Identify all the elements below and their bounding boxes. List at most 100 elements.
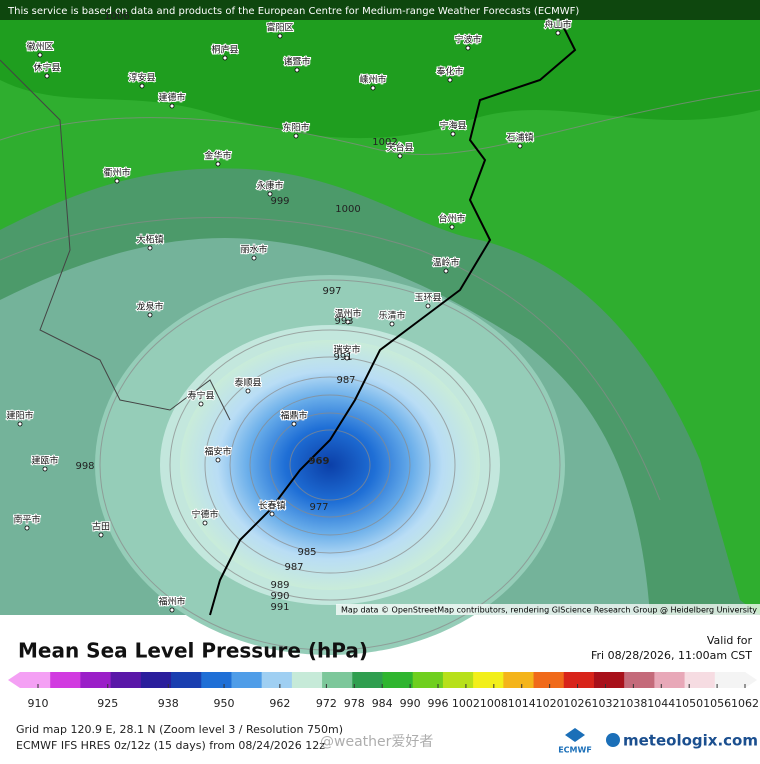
place-label: 天台县 [386, 142, 413, 154]
legend-tick-label: 1002 [452, 697, 480, 710]
isobar-label: 990 [270, 591, 289, 602]
place-label: 瑞安市 [333, 344, 360, 356]
place-dot [251, 255, 257, 261]
place-dot [114, 178, 120, 184]
color-bar-segment [533, 672, 565, 688]
place-dot [215, 161, 221, 167]
place-label: 石浦镇 [506, 132, 533, 144]
isobar-label: 987 [284, 562, 303, 573]
place-label: 温岭市 [432, 257, 459, 269]
place-label: 台州市 [438, 213, 465, 225]
watermark: @weather爱好者 [320, 734, 433, 750]
legend-tick-label: 984 [372, 697, 393, 710]
isobar-label: 999 [270, 196, 289, 207]
place-label: 衢州市 [103, 167, 130, 179]
color-bar-segment [171, 672, 202, 688]
color-bar-segment [50, 672, 81, 688]
place-label: 宁德市 [191, 509, 218, 521]
color-bar-segment [201, 672, 232, 688]
notice: This service is based on data and produc… [7, 6, 579, 17]
place-label: 丽水市 [240, 244, 267, 256]
legend-tick-label: 1008 [480, 697, 508, 710]
color-bar-arrow [745, 672, 757, 688]
color-bar-segment [140, 672, 172, 688]
color-bar-segment [291, 672, 323, 688]
place-label: 富阳区 [266, 22, 293, 34]
place-label: 金华市 [204, 150, 231, 162]
legend-tick-label: 950 [214, 697, 235, 710]
legend-tick-label: 978 [344, 697, 365, 710]
color-bar-segment [382, 672, 414, 688]
place-dot [517, 143, 523, 149]
place-dot [202, 520, 208, 526]
place-dot [277, 33, 283, 39]
place-dot [443, 268, 449, 274]
place-label: 福安市 [204, 446, 231, 458]
legend-tick-label: 996 [428, 697, 449, 710]
place-label: 建阳市 [6, 410, 33, 422]
place-label: 龙泉市 [136, 301, 163, 313]
place-dot [215, 457, 221, 463]
place-dot [198, 401, 204, 407]
legend-title: Mean Sea Level Pressure (hPa) [18, 639, 368, 663]
valid-time: Fri 08/28/2026, 11:00am CST [591, 649, 752, 662]
legend-tick-label: 938 [158, 697, 179, 710]
legend-tick-label: 925 [97, 697, 118, 710]
place-dot [397, 153, 403, 159]
place-dot [169, 103, 175, 109]
place-label: 桐庐县 [211, 44, 238, 56]
place-label: 福州市 [158, 596, 185, 608]
color-bar-segment [261, 672, 293, 688]
isobar-label: 991 [333, 352, 352, 363]
place-dot [245, 388, 251, 394]
place-label: 古田 [92, 521, 110, 533]
attribution: Map data © OpenStreetMap contributors, r… [341, 606, 757, 615]
isobar-label: 1002 [372, 137, 397, 148]
place-dot [267, 191, 273, 197]
color-bar-segment [684, 672, 716, 688]
place-label: 温州市 [334, 308, 361, 320]
color-bar-segment [20, 672, 51, 688]
place-label: 长春镇 [258, 500, 285, 512]
legend-tick-label: 972 [316, 697, 337, 710]
color-bar-segment [352, 672, 383, 688]
isobar-label: 997 [322, 286, 341, 297]
place-dot [42, 466, 48, 472]
color-bar-segment [80, 672, 112, 688]
color-bar-segment [654, 672, 686, 688]
isobar-label: 991 [270, 602, 289, 613]
place-dot [345, 319, 351, 325]
model-info: ECMWF IFS HRES 0z/12z (15 days) from 08/… [16, 739, 325, 752]
place-dot [447, 77, 453, 83]
place-label: 建德市 [158, 92, 185, 104]
place-label: 寿宁县 [187, 390, 214, 402]
color-bar-segment [593, 672, 625, 688]
place-label: 嵊州市 [359, 74, 386, 86]
place-dot [17, 421, 23, 427]
place-label: 福鼎市 [280, 410, 307, 422]
place-dot [147, 312, 153, 318]
color-bar-segment [442, 672, 474, 688]
color-bar-segment [231, 672, 263, 688]
place-dot [44, 73, 50, 79]
isobar-label: 977 [309, 502, 328, 513]
place-dot [294, 67, 300, 73]
isobar-label: 993 [334, 316, 353, 327]
place-label: 诸暨市 [283, 56, 310, 68]
place-label: 大柘镇 [136, 234, 163, 246]
place-label: 南平市 [13, 514, 40, 526]
place-dot [37, 52, 43, 58]
brand: meteologix.com [623, 732, 758, 750]
isobar-label: 1006 [104, 11, 129, 22]
place-dot [344, 355, 350, 361]
place-label: 休宁县 [33, 62, 60, 74]
legend-tick-label: 1026 [564, 697, 592, 710]
place-dot [222, 55, 228, 61]
place-label: 东阳市 [282, 122, 309, 134]
place-dot [293, 133, 299, 139]
legend-tick-label: 962 [269, 697, 290, 710]
valid-label: Valid for [707, 634, 753, 647]
color-bar-segment [503, 672, 535, 688]
legend-tick-label: 1032 [591, 697, 619, 710]
